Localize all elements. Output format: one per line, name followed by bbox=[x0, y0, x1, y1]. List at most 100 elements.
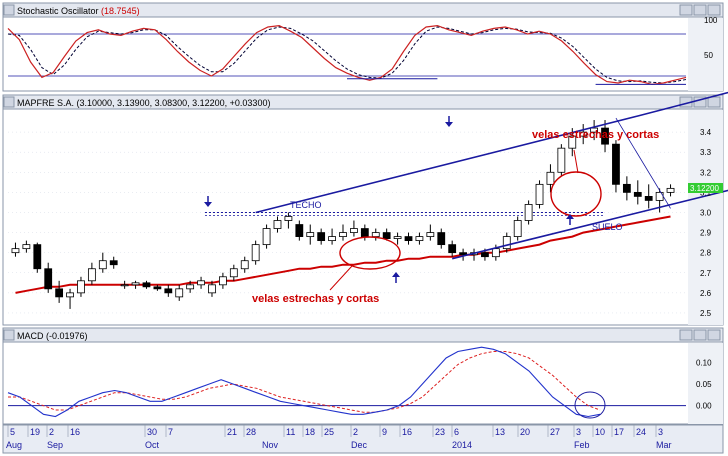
date-tick-label: 19 bbox=[30, 427, 40, 437]
candle bbox=[524, 200, 533, 225]
date-tick-label: 3 bbox=[576, 427, 581, 437]
date-tick-label: 20 bbox=[520, 427, 530, 437]
date-tick-label: 21 bbox=[227, 427, 237, 437]
price-panel-icon[interactable] bbox=[3, 96, 15, 108]
macd-close-button[interactable] bbox=[679, 329, 693, 341]
candle bbox=[22, 240, 31, 253]
last-price-tag bbox=[688, 183, 723, 193]
date-month-label: Dec bbox=[351, 440, 368, 450]
candle-body bbox=[502, 236, 511, 250]
macd-panel-icon[interactable] bbox=[3, 329, 15, 341]
candle-body bbox=[164, 288, 173, 294]
techo-label: TECHO bbox=[290, 200, 322, 210]
narrow-candles-circle-left bbox=[339, 236, 401, 270]
channel-upper-line bbox=[255, 91, 728, 214]
candle bbox=[77, 276, 85, 297]
candle bbox=[175, 284, 184, 301]
date-tick-label: 16 bbox=[70, 427, 80, 437]
date-tick-label: 30 bbox=[147, 427, 157, 437]
candle-body bbox=[666, 187, 675, 193]
price-y-tick: 3.3 bbox=[700, 148, 712, 157]
candle-body bbox=[459, 252, 467, 256]
stoch-panel-icon[interactable] bbox=[3, 4, 15, 16]
arrow-down-icon bbox=[445, 116, 453, 127]
candle bbox=[415, 232, 424, 245]
candle-body bbox=[579, 131, 588, 137]
date-tick-label: 25 bbox=[324, 427, 334, 437]
candle-body bbox=[513, 220, 522, 237]
candle-body bbox=[175, 288, 184, 298]
date-tick-label: 18 bbox=[305, 427, 315, 437]
price-y-tick: 2.9 bbox=[700, 229, 712, 238]
candle-body bbox=[273, 220, 282, 229]
candle bbox=[339, 224, 347, 241]
candle-body bbox=[98, 260, 107, 270]
candle-body bbox=[44, 268, 53, 290]
stoch-close-button[interactable] bbox=[679, 4, 693, 16]
candle bbox=[87, 262, 96, 285]
date-tick-label: 10 bbox=[595, 427, 605, 437]
stoch-title: Stochastic Oscillator (18.7545) bbox=[17, 6, 140, 16]
date-tick-label: 3 bbox=[658, 427, 663, 437]
stoch-minimize-button[interactable] bbox=[707, 4, 721, 16]
candle-body bbox=[306, 232, 315, 237]
candle bbox=[546, 164, 555, 193]
candle bbox=[633, 180, 642, 205]
price-minimize-button[interactable] bbox=[707, 96, 721, 108]
candle-body bbox=[240, 260, 249, 270]
stoch-panel: Stochastic Oscillator (18.7545) bbox=[2, 2, 724, 92]
narrow-candles-label-upper: velas estrechas y cortas bbox=[532, 129, 659, 141]
macd-signal-line bbox=[8, 351, 601, 413]
candle-body bbox=[131, 282, 140, 286]
date-tick-label: 13 bbox=[495, 427, 505, 437]
arrow-up-icon bbox=[392, 272, 400, 283]
macd-title: MACD (-0.01976) bbox=[17, 331, 88, 341]
arrow-up-icon bbox=[566, 214, 574, 225]
date-tick-label: 23 bbox=[435, 427, 445, 437]
candle bbox=[164, 284, 173, 297]
candle bbox=[535, 180, 544, 209]
candle-body bbox=[262, 228, 271, 246]
candle bbox=[229, 264, 238, 281]
last-price-label: 3.12200 bbox=[690, 184, 719, 193]
candle bbox=[601, 120, 609, 153]
candle bbox=[44, 262, 53, 293]
arrow-down-icon bbox=[204, 196, 212, 207]
macd-y-axis bbox=[688, 343, 723, 424]
candle bbox=[109, 256, 118, 269]
candle-body bbox=[535, 183, 544, 205]
date-tick-label: 9 bbox=[382, 427, 387, 437]
candle bbox=[208, 280, 216, 297]
candle bbox=[612, 140, 620, 193]
candle-body bbox=[371, 232, 380, 237]
candle bbox=[350, 220, 358, 237]
stoch-maximize-button[interactable] bbox=[693, 4, 707, 16]
candle bbox=[393, 232, 402, 245]
descending-trendline bbox=[615, 117, 671, 209]
candle bbox=[153, 284, 162, 291]
macd-line bbox=[7, 346, 601, 418]
price-y-tick: 3.4 bbox=[700, 128, 712, 137]
candle-body bbox=[382, 232, 391, 239]
macd-minimize-button[interactable] bbox=[707, 329, 721, 341]
candle bbox=[448, 240, 457, 257]
candle bbox=[666, 184, 675, 197]
lower-label-pointer bbox=[329, 265, 353, 291]
candle-body bbox=[142, 282, 151, 288]
candle bbox=[219, 272, 227, 289]
macd-panel: MACD (-0.01976) bbox=[2, 327, 724, 425]
date-month-label: Mar bbox=[656, 440, 672, 450]
candle bbox=[66, 288, 74, 309]
candle bbox=[426, 224, 435, 241]
candle-body bbox=[284, 216, 293, 221]
candle bbox=[262, 224, 271, 249]
candle-body bbox=[120, 284, 129, 287]
candle-body bbox=[55, 288, 64, 298]
candle-body bbox=[77, 280, 85, 294]
candle-body bbox=[186, 284, 195, 290]
candle bbox=[131, 280, 140, 289]
candle bbox=[557, 144, 566, 177]
price-y-axis bbox=[688, 110, 723, 325]
macd-maximize-button[interactable] bbox=[693, 329, 707, 341]
